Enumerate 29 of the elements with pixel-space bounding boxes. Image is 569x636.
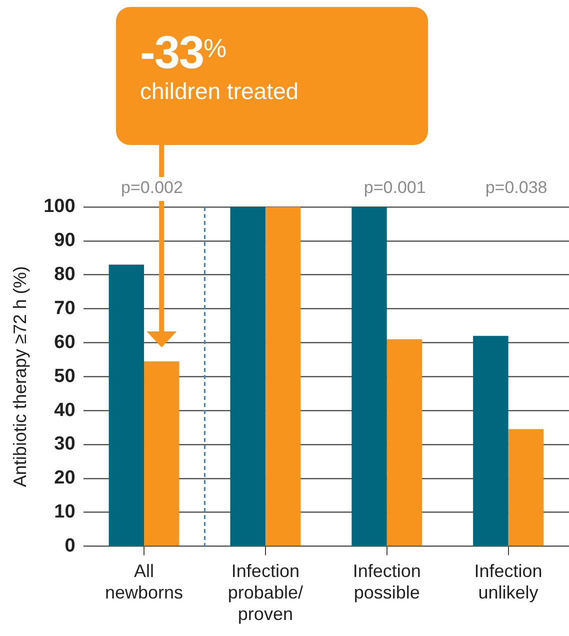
y-tick-label: 40 (54, 400, 76, 421)
y-tick-label: 10 (54, 502, 76, 523)
text: p=0.038 (485, 178, 548, 198)
bar (144, 361, 180, 546)
text: p=0.001 (364, 178, 426, 198)
x-tick-label: Infection possible (352, 560, 421, 603)
bar (473, 336, 508, 546)
text: children treated (140, 77, 300, 106)
y-tick-label: 60 (54, 332, 76, 353)
y-tick-label: 50 (54, 366, 76, 387)
x-tick-label: Infection unlikely (474, 560, 542, 603)
bar (265, 207, 301, 546)
bar (230, 207, 266, 546)
y-tick-label: 20 (54, 468, 76, 489)
text: -33$^{%}$ (140, 26, 227, 78)
y-tick-label: 100 (44, 196, 76, 218)
y-tick-label: 80 (54, 264, 76, 286)
bar (352, 207, 387, 546)
bar (386, 339, 422, 546)
bar (508, 429, 544, 546)
text: p=0.002 (121, 178, 183, 198)
x-tick-label: All newborns (104, 560, 184, 603)
y-axis-title: Antibiotic therapy ≥72 h (%) (10, 266, 30, 488)
y-tick-label: 90 (54, 230, 76, 252)
y-tick-label: 30 (54, 434, 76, 455)
bar (108, 264, 144, 546)
x-tick-label: Infection probable/ proven (228, 560, 303, 624)
y-tick-label: 0 (64, 535, 76, 556)
y-tick-label: 70 (54, 298, 76, 319)
